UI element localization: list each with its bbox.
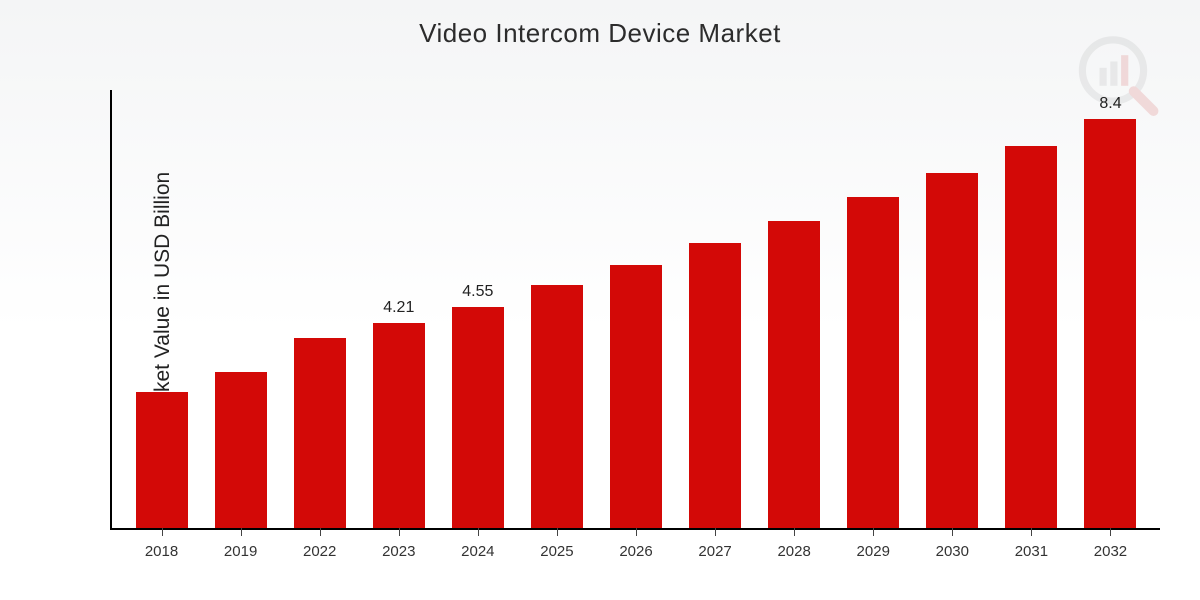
chart-plot-area: 2018201920224.2120234.552024202520262027… bbox=[110, 90, 1160, 530]
x-axis-tick bbox=[636, 528, 637, 536]
x-axis-label: 2030 bbox=[936, 543, 969, 560]
x-axis-tick bbox=[952, 528, 953, 536]
x-axis-tick bbox=[873, 528, 874, 536]
x-axis-label: 2022 bbox=[303, 543, 336, 560]
x-axis-label: 2032 bbox=[1094, 543, 1127, 560]
bar-column: 8.42032 bbox=[1071, 90, 1150, 528]
bar bbox=[768, 221, 820, 528]
x-axis-tick bbox=[399, 528, 400, 536]
x-axis-label: 2026 bbox=[619, 543, 652, 560]
bar-column: 2022 bbox=[280, 90, 359, 528]
bar-column: 2027 bbox=[676, 90, 755, 528]
bar bbox=[373, 323, 425, 528]
x-axis-tick bbox=[1031, 528, 1032, 536]
bar bbox=[926, 173, 978, 528]
bar-column: 2018 bbox=[122, 90, 201, 528]
x-axis-label: 2029 bbox=[857, 543, 890, 560]
bar bbox=[452, 307, 504, 528]
x-axis-label: 2027 bbox=[698, 543, 731, 560]
x-axis-tick bbox=[320, 528, 321, 536]
x-axis-label: 2031 bbox=[1015, 543, 1048, 560]
x-axis-tick bbox=[1110, 528, 1111, 536]
bar-value-label: 8.4 bbox=[1071, 95, 1150, 113]
bar-column: 2029 bbox=[834, 90, 913, 528]
x-axis-label: 2028 bbox=[777, 543, 810, 560]
bar bbox=[847, 197, 899, 528]
bar-column: 2019 bbox=[201, 90, 280, 528]
bar-column: 2025 bbox=[517, 90, 596, 528]
bar-column: 2028 bbox=[755, 90, 834, 528]
bar bbox=[610, 265, 662, 528]
bar-column: 4.552024 bbox=[438, 90, 517, 528]
bar bbox=[136, 392, 188, 528]
bar bbox=[689, 243, 741, 528]
x-axis-label: 2025 bbox=[540, 543, 573, 560]
bar bbox=[1084, 119, 1136, 528]
bar-column: 2026 bbox=[596, 90, 675, 528]
x-axis-label: 2019 bbox=[224, 543, 257, 560]
bar bbox=[215, 372, 267, 528]
bar bbox=[1005, 146, 1057, 528]
x-axis-label: 2018 bbox=[145, 543, 178, 560]
bar bbox=[531, 285, 583, 528]
x-axis-tick bbox=[162, 528, 163, 536]
bar-column: 2030 bbox=[913, 90, 992, 528]
x-axis-tick bbox=[715, 528, 716, 536]
x-axis-tick bbox=[557, 528, 558, 536]
bar bbox=[294, 338, 346, 528]
chart-title: Video Intercom Device Market bbox=[0, 18, 1200, 49]
bar-value-label: 4.55 bbox=[438, 283, 517, 301]
x-axis-tick bbox=[241, 528, 242, 536]
bars-container: 2018201920224.2120234.552024202520262027… bbox=[112, 90, 1160, 528]
bar-column: 4.212023 bbox=[359, 90, 438, 528]
bar-column: 2031 bbox=[992, 90, 1071, 528]
x-axis-tick bbox=[478, 528, 479, 536]
x-axis-label: 2023 bbox=[382, 543, 415, 560]
bar-value-label: 4.21 bbox=[359, 299, 438, 317]
x-axis-label: 2024 bbox=[461, 543, 494, 560]
x-axis-tick bbox=[794, 528, 795, 536]
